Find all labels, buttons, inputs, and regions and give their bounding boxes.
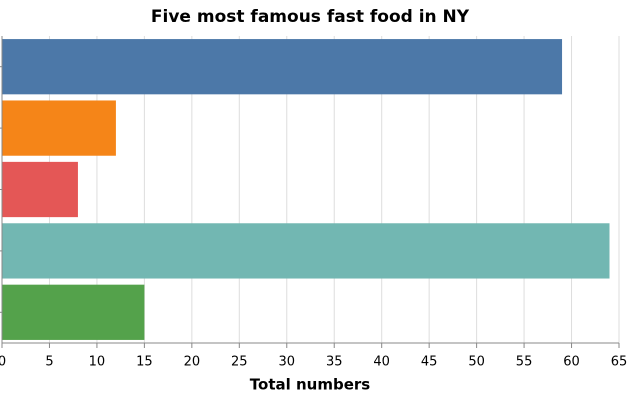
x-tick-label: 55: [516, 355, 533, 370]
bar: [2, 223, 610, 279]
x-tick-label: 45: [421, 355, 438, 370]
x-tick-label: 15: [136, 355, 153, 370]
x-tick-label: 60: [563, 355, 580, 370]
x-axis-label: Total numbers: [250, 376, 370, 394]
x-tick-label: 20: [184, 355, 201, 370]
bar: [2, 39, 563, 95]
bar: [2, 284, 145, 340]
chart-title: Five most famous fast food in NY: [151, 7, 470, 27]
bar: [2, 100, 116, 156]
x-tick-label: 65: [611, 355, 628, 370]
x-tick-label: 10: [89, 355, 106, 370]
bar: [2, 161, 78, 218]
x-tick-label: 30: [278, 355, 295, 370]
x-tick-label: 40: [373, 355, 390, 370]
x-tick-label: 25: [231, 355, 248, 370]
x-tick-label: 35: [326, 355, 343, 370]
x-tick-label: 5: [45, 355, 53, 370]
x-tick-label: 50: [468, 355, 485, 370]
x-tick-label: 0: [0, 355, 6, 370]
